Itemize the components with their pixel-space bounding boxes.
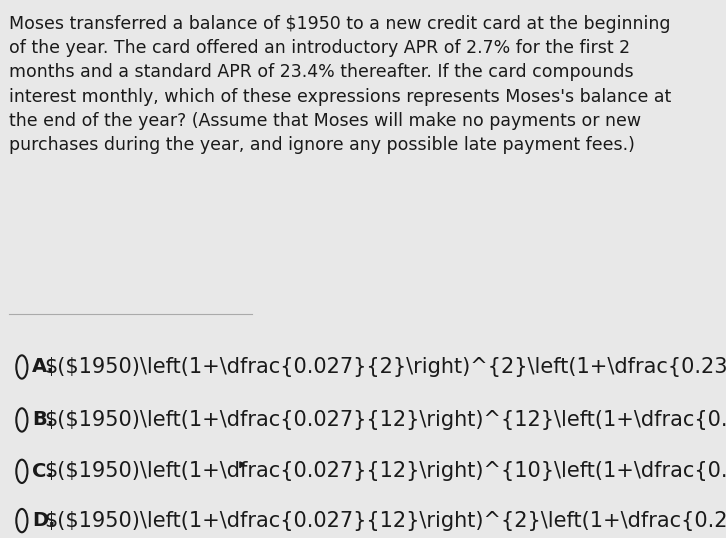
Text: D.: D. <box>32 511 55 530</box>
Text: $($1950)\left(1+\dfrac{0.027}{2}\right)^{2}\left(1+\dfrac{0.234}{10}\right)^{12}: $($1950)\left(1+\dfrac{0.027}{2}\right)^… <box>44 357 726 377</box>
Text: Moses transferred a balance of $1950 to a new credit card at the beginning
of th: Moses transferred a balance of $1950 to … <box>9 15 672 154</box>
Text: $($1950)\left(1+\dfrac{0.027}{12}\right)^{10}\left(1+\dfrac{0.234}{12}\right)^{2: $($1950)\left(1+\dfrac{0.027}{12}\right)… <box>44 461 726 482</box>
Text: C.: C. <box>32 462 54 481</box>
Text: $($1950)\left(1+\dfrac{0.027}{12}\right)^{12}\left(1+\dfrac{0.234}{12}\right)^{1: $($1950)\left(1+\dfrac{0.027}{12}\right)… <box>44 410 726 430</box>
Text: A.: A. <box>32 357 55 377</box>
Text: $($1950)\left(1+\dfrac{0.027}{12}\right)^{2}\left(1+\dfrac{0.234}{12}\right)^{10: $($1950)\left(1+\dfrac{0.027}{12}\right)… <box>44 511 726 530</box>
Text: B.: B. <box>32 410 54 429</box>
